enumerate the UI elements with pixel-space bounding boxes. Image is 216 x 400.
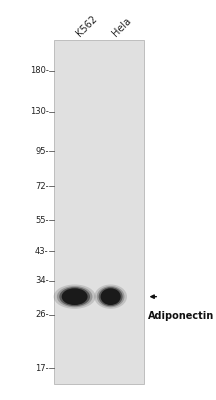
Ellipse shape [97,286,124,307]
Text: 17-: 17- [35,364,49,373]
Text: 130-: 130- [30,108,49,116]
Ellipse shape [57,286,92,307]
Bar [54,40,144,384]
Text: 180-: 180- [30,66,49,76]
Text: 26-: 26- [35,310,49,319]
Text: K562: K562 [75,13,99,38]
Text: Hela: Hela [111,15,133,38]
Ellipse shape [62,288,88,305]
Text: 95-: 95- [35,147,49,156]
Ellipse shape [99,287,123,306]
Ellipse shape [59,287,90,306]
Ellipse shape [94,284,127,309]
Text: Adiponectin: Adiponectin [148,311,214,321]
Text: 72-: 72- [35,182,49,191]
Text: 34-: 34- [35,276,49,285]
Text: 55-: 55- [35,216,49,225]
Ellipse shape [54,284,96,309]
Ellipse shape [101,288,121,305]
Text: 43-: 43- [35,247,49,256]
